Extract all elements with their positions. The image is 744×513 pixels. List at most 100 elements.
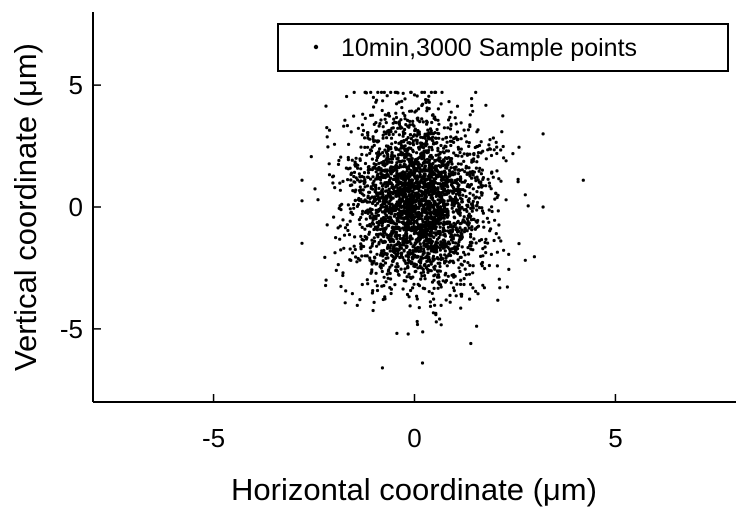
scatter-point	[372, 183, 376, 187]
scatter-point	[358, 185, 362, 189]
scatter-point	[364, 90, 368, 94]
scatter-point	[483, 245, 487, 249]
scatter-point	[451, 286, 456, 290]
scatter-point	[420, 168, 424, 172]
scatter-point	[479, 183, 483, 187]
scatter-point	[350, 183, 354, 187]
scatter-point	[491, 175, 495, 179]
scatter-point	[421, 220, 425, 224]
scatter-point	[420, 103, 424, 108]
scatter-point	[402, 190, 406, 194]
scatter-point	[412, 264, 416, 268]
scatter-point	[432, 178, 436, 182]
scatter-point	[416, 184, 420, 188]
scatter-point	[447, 252, 451, 256]
scatter-point	[452, 190, 456, 194]
scatter-point	[507, 267, 511, 271]
scatter-point	[358, 298, 362, 302]
scatter-point	[463, 253, 467, 257]
y-tick-label: 0	[69, 192, 83, 222]
scatter-point	[479, 254, 483, 258]
scatter-point	[386, 276, 390, 280]
scatter-point	[411, 143, 416, 147]
scatter-point	[377, 166, 381, 170]
scatter-point	[394, 194, 398, 198]
scatter-point	[436, 118, 440, 122]
scatter-point	[495, 151, 499, 156]
scatter-point	[541, 205, 545, 209]
scatter-point	[474, 166, 478, 170]
scatter-point	[449, 135, 453, 139]
scatter-point	[410, 159, 414, 163]
scatter-point	[422, 160, 426, 164]
scatter-point	[380, 218, 384, 222]
scatter-point	[443, 232, 447, 237]
scatter-point	[411, 198, 415, 202]
scatter-point	[395, 262, 399, 266]
scatter-point	[410, 212, 414, 216]
scatter-point	[412, 255, 416, 259]
scatter-point	[474, 90, 478, 94]
scatter-point	[465, 217, 469, 221]
scatter-point	[475, 160, 479, 164]
scatter-point	[497, 177, 501, 181]
scatter-point	[393, 90, 397, 94]
scatter-point	[459, 121, 463, 125]
scatter-point	[387, 114, 392, 118]
scatter-point	[396, 153, 401, 157]
scatter-point	[401, 238, 405, 243]
scatter-point	[376, 172, 380, 176]
scatter-point	[460, 228, 464, 232]
scatter-point	[389, 287, 393, 291]
scatter-point	[459, 188, 463, 192]
scatter-point	[413, 215, 417, 219]
scatter-point	[342, 124, 346, 128]
scatter-point	[431, 161, 435, 166]
scatter-point	[433, 181, 437, 185]
scatter-point	[333, 186, 337, 190]
scatter-point	[411, 253, 415, 257]
scatter-point	[409, 216, 414, 220]
scatter-point	[436, 146, 440, 150]
scatter-point	[395, 102, 399, 106]
scatter-point	[346, 178, 350, 182]
scatter-point	[399, 253, 403, 257]
scatter-point	[465, 153, 469, 157]
scatter-point	[365, 200, 369, 204]
scatter-point	[446, 175, 450, 179]
scatter-point	[406, 227, 410, 232]
scatter-point	[445, 264, 449, 268]
scatter-point	[418, 173, 422, 177]
scatter-point	[416, 132, 420, 136]
scatter-point	[424, 244, 428, 249]
scatter-point	[448, 300, 452, 304]
scatter-point	[459, 282, 463, 286]
scatter-point	[398, 228, 402, 232]
scatter-point	[497, 277, 501, 281]
scatter-point	[370, 195, 374, 199]
scatter-point	[430, 156, 434, 160]
scatter-point	[371, 135, 375, 139]
scatter-point	[468, 123, 472, 127]
scatter-point	[374, 197, 378, 201]
scatter-point	[456, 201, 460, 205]
scatter-point	[479, 140, 483, 144]
scatter-point	[462, 277, 466, 281]
scatter-point	[454, 135, 458, 139]
scatter-point	[365, 278, 369, 282]
scatter-point	[325, 126, 329, 130]
scatter-point	[380, 269, 384, 274]
scatter-point	[479, 191, 483, 195]
scatter-point	[360, 212, 364, 216]
scatter-point	[375, 151, 379, 155]
scatter-point	[415, 319, 419, 324]
scatter-point	[463, 134, 467, 138]
scatter-point	[421, 185, 425, 190]
scatter-point	[387, 201, 391, 206]
scatter-point	[366, 282, 370, 286]
scatter-point	[420, 197, 424, 201]
y-axis-label: Vertical coordinate (μm)	[8, 43, 43, 371]
scatter-point	[385, 113, 389, 117]
scatter-point	[478, 166, 482, 170]
scatter-point	[407, 141, 412, 145]
